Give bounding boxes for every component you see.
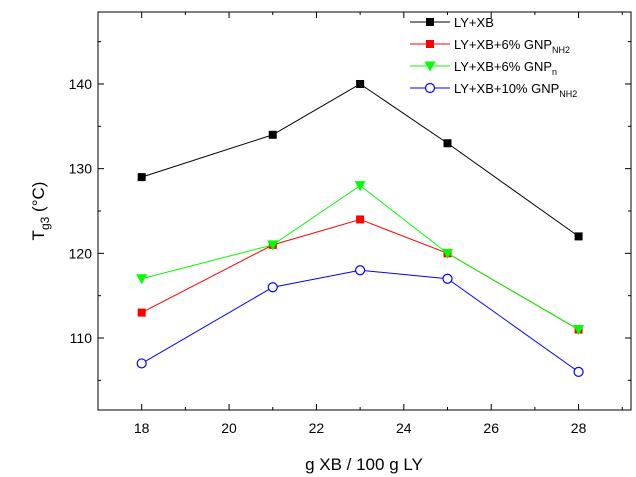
series-4 <box>136 265 584 377</box>
legend-marker <box>424 82 436 94</box>
series-layer <box>136 79 585 377</box>
legend-item: LY+XB <box>410 15 494 30</box>
legend-label: LY+XB+6% GNPn <box>454 59 557 77</box>
data-point <box>355 265 366 276</box>
x-axis-title: g XB / 100 g LY <box>305 455 423 474</box>
legend-label-main: LY+XB <box>454 15 494 30</box>
legend-label: LY+XB <box>454 15 494 30</box>
y-tick-label: 130 <box>69 161 93 177</box>
legend-label: LY+XB+6% GNPNH2 <box>454 37 570 55</box>
legend-label-main: LY+XB+6% GNP <box>454 59 552 74</box>
x-tick-label: 18 <box>134 420 150 436</box>
data-point <box>136 274 148 285</box>
y-tick-label: 120 <box>69 245 93 261</box>
data-point <box>136 358 147 369</box>
legend-item: LY+XB+6% GNPNH2 <box>410 37 570 55</box>
data-point <box>268 130 277 139</box>
data-point <box>443 139 452 148</box>
legend-marker <box>424 61 436 72</box>
legend-marker <box>426 18 434 26</box>
x-tick-label: 28 <box>571 420 587 436</box>
x-tick-label: 24 <box>396 420 412 436</box>
y-tick-label: 110 <box>70 330 93 346</box>
series-line <box>141 83 579 237</box>
legend-marker <box>426 40 434 48</box>
legend-label-subscript: NH2 <box>559 89 577 99</box>
data-point <box>354 181 366 192</box>
x-tick-label: 26 <box>483 420 499 436</box>
x-axis: 18 20 22 24 26 28 <box>97 12 623 436</box>
legend-label-main: LY+XB+6% GNP <box>454 37 552 52</box>
data-point <box>574 232 583 241</box>
data-point <box>356 215 365 224</box>
y-axis-title: Tg3 (°C) <box>29 182 52 241</box>
series-1 <box>137 79 583 241</box>
data-point <box>442 273 453 284</box>
data-point <box>137 173 146 182</box>
legend-item: LY+XB+6% GNPn <box>410 59 557 77</box>
data-point <box>573 366 584 377</box>
y-tick-label: 140 <box>69 76 93 92</box>
data-point <box>573 325 585 336</box>
data-point <box>267 240 279 251</box>
legend-label-main: LY+XB+10% GNP <box>454 81 559 96</box>
x-tick-label: 20 <box>221 420 237 436</box>
y-axis: 110 120 130 140 <box>69 41 631 381</box>
data-point <box>356 79 365 88</box>
legend-label-subscript: n <box>552 67 557 77</box>
legend-item: LY+XB+10% GNPNH2 <box>410 81 577 99</box>
legend-label-subscript: NH2 <box>552 45 570 55</box>
data-point <box>137 308 146 317</box>
series-line <box>141 184 579 330</box>
series-line <box>141 269 579 373</box>
legend-label: LY+XB+10% GNPNH2 <box>454 81 577 99</box>
x-tick-label: 22 <box>309 420 325 436</box>
series-3 <box>136 181 585 336</box>
data-point <box>267 282 278 293</box>
data-point <box>442 248 454 259</box>
